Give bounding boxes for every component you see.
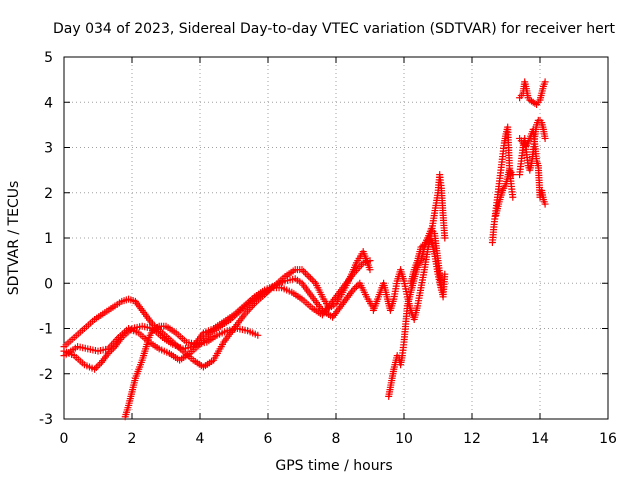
y-tick-label: 4 [44,95,53,111]
data-point [254,331,262,339]
data-point [366,257,374,265]
x-tick-label: 2 [128,431,137,447]
x-axis-label: GPS time / hours [275,458,392,474]
y-axis-label: SDTVAR / TECUs [6,181,22,296]
data-point [509,171,517,179]
series-track-c [60,257,374,364]
x-tick-label: 0 [60,431,69,447]
x-tick-label: 6 [264,431,273,447]
y-tick-label: 3 [44,141,53,157]
data-points [60,78,549,421]
y-tick-label: 5 [44,50,53,66]
data-point [349,286,357,294]
y-tick-label: 1 [44,231,53,247]
x-tick-label: 8 [332,431,341,447]
data-point [308,276,316,284]
data-point [351,284,359,292]
data-point [303,271,311,279]
data-point [92,364,100,372]
x-tick-label: 4 [196,431,205,447]
x-tick-label: 14 [531,431,549,447]
data-point [531,99,539,107]
data-point [91,365,99,373]
series-track-i [492,166,517,219]
series-track-b [60,275,377,373]
data-point [441,270,449,278]
data-point [298,266,306,274]
data-point [96,360,104,368]
data-point [541,78,549,86]
data-point [541,200,549,208]
y-tick-label: -1 [39,322,53,338]
series-track-h [488,123,517,247]
series-track-j [516,78,549,109]
y-tick-label: 2 [44,186,53,202]
data-point [301,269,309,277]
series-track-e [369,171,449,323]
data-point [352,283,360,291]
data-point [154,323,161,331]
data-point [305,272,313,280]
data-point [307,274,314,282]
x-tick-label: 12 [463,431,481,447]
data-point [300,267,308,275]
y-tick-label: -2 [39,367,53,383]
chart-title: Day 034 of 2023, Sidereal Day-to-day VTE… [53,21,615,37]
data-point [310,278,318,286]
series-track-g [407,225,449,301]
series-track-d [121,322,262,421]
data-point [441,234,449,242]
series-track-l [516,125,549,208]
data-point [94,362,102,370]
grid [64,57,608,419]
x-tick-label: 10 [395,431,413,447]
y-tick-label: -3 [39,412,53,428]
data-point [366,266,374,274]
data-point [509,193,517,201]
y-tick-label: 0 [44,276,53,292]
x-tick-label: 16 [599,431,617,447]
data-point [541,134,549,142]
